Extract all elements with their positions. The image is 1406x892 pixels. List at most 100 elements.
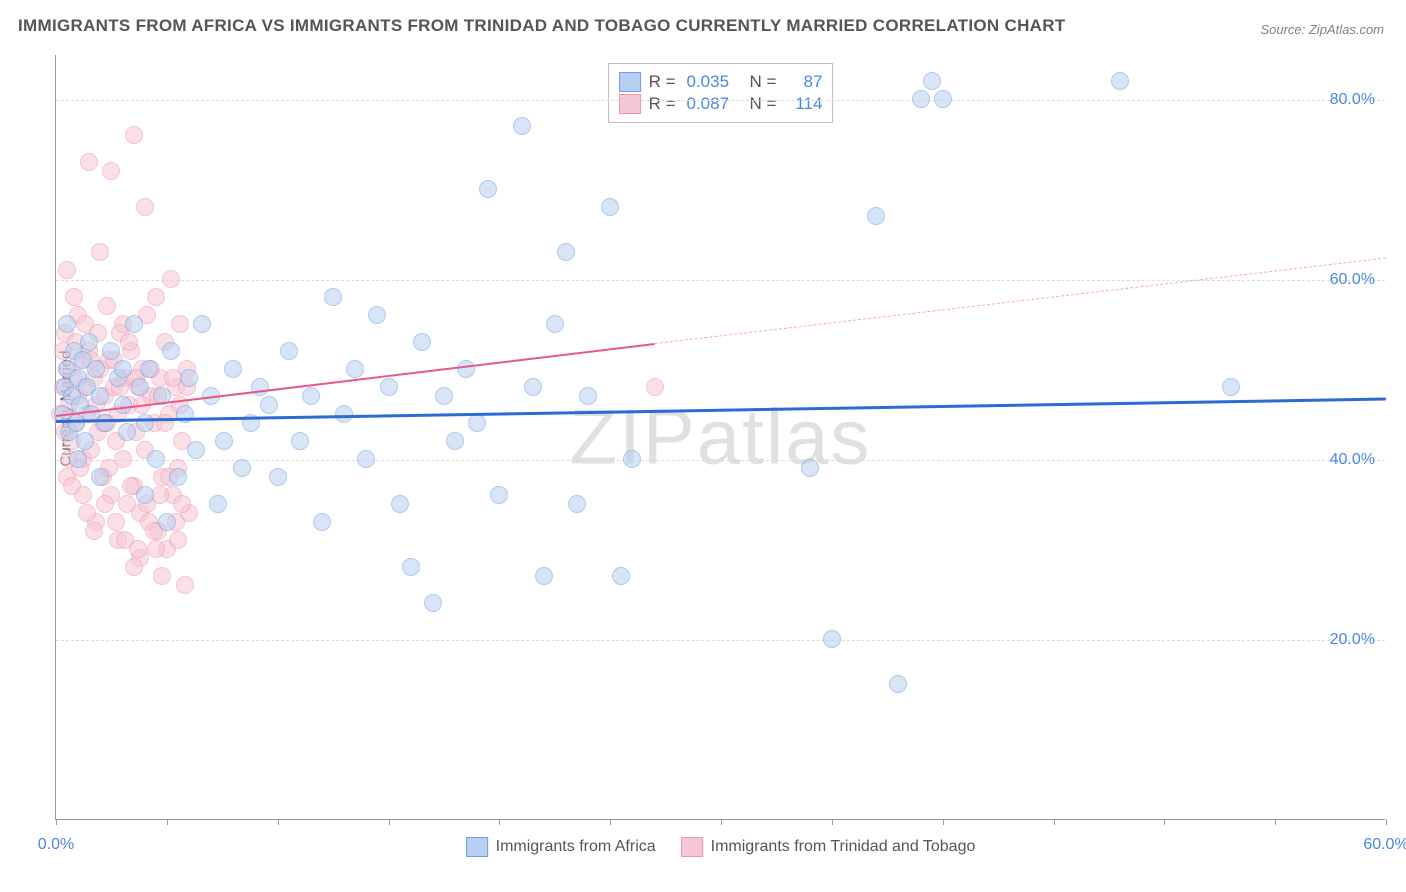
- data-point: [468, 414, 486, 432]
- y-tick-label: 80.0%: [1330, 91, 1375, 109]
- data-point: [147, 540, 165, 558]
- series-name-1: Immigrants from Africa: [496, 838, 656, 856]
- data-point: [357, 450, 375, 468]
- square-icon: [619, 94, 641, 114]
- data-point: [215, 432, 233, 450]
- data-point: [251, 378, 269, 396]
- data-point: [269, 468, 287, 486]
- data-point: [120, 333, 138, 351]
- data-point: [823, 630, 841, 648]
- trend-line: [56, 397, 1386, 422]
- data-point: [136, 486, 154, 504]
- data-point: [479, 180, 497, 198]
- data-point: [147, 288, 165, 306]
- data-point: [162, 342, 180, 360]
- data-point: [80, 333, 98, 351]
- data-point: [934, 90, 952, 108]
- data-point: [260, 396, 278, 414]
- data-point: [612, 567, 630, 585]
- data-point: [801, 459, 819, 477]
- x-tick: [1386, 819, 1387, 825]
- square-icon: [681, 837, 703, 857]
- data-point: [280, 342, 298, 360]
- data-point: [91, 468, 109, 486]
- x-tick: [56, 819, 57, 825]
- r-label: R =: [649, 72, 676, 92]
- data-point: [923, 72, 941, 90]
- data-point: [58, 261, 76, 279]
- scatter-plot: ZIPatlas R = 0.035 N = 87 R = 0.087 N = …: [55, 55, 1385, 820]
- data-point: [302, 387, 320, 405]
- data-point: [457, 360, 475, 378]
- data-point: [524, 378, 542, 396]
- x-tick: [389, 819, 390, 825]
- source-attribution: Source: ZipAtlas.com: [1260, 22, 1384, 37]
- data-point: [169, 531, 187, 549]
- n-value-2: 114: [787, 94, 822, 114]
- data-point: [136, 414, 154, 432]
- data-point: [76, 432, 94, 450]
- data-point: [91, 243, 109, 261]
- data-point: [65, 288, 83, 306]
- x-tick: [832, 819, 833, 825]
- data-point: [58, 315, 76, 333]
- data-point: [346, 360, 364, 378]
- data-point: [85, 522, 103, 540]
- x-tick: [610, 819, 611, 825]
- data-point: [147, 450, 165, 468]
- data-point: [180, 369, 198, 387]
- data-point: [173, 495, 191, 513]
- data-point: [646, 378, 664, 396]
- data-point: [557, 243, 575, 261]
- data-point: [118, 423, 136, 441]
- data-point: [209, 495, 227, 513]
- x-tick: [721, 819, 722, 825]
- data-point: [96, 414, 114, 432]
- data-point: [546, 315, 564, 333]
- n-value-1: 87: [787, 72, 822, 92]
- legend-row-series2: R = 0.087 N = 114: [619, 94, 823, 114]
- data-point: [169, 468, 187, 486]
- data-point: [125, 126, 143, 144]
- gridline: [56, 460, 1385, 461]
- data-point: [413, 333, 431, 351]
- data-point: [129, 540, 147, 558]
- x-tick: [1164, 819, 1165, 825]
- data-point: [335, 405, 353, 423]
- legend-row-series1: R = 0.035 N = 87: [619, 72, 823, 92]
- n-label: N =: [750, 72, 777, 92]
- y-tick-label: 20.0%: [1330, 631, 1375, 649]
- x-tick: [167, 819, 168, 825]
- x-tick: [1054, 819, 1055, 825]
- x-tick-label: 60.0%: [1363, 836, 1406, 854]
- data-point: [176, 576, 194, 594]
- data-point: [513, 117, 531, 135]
- data-point: [140, 360, 158, 378]
- data-point: [151, 486, 169, 504]
- x-tick: [943, 819, 944, 825]
- trend-line: [654, 258, 1386, 344]
- data-point: [87, 360, 105, 378]
- data-point: [125, 315, 143, 333]
- legend-item-1: Immigrants from Africa: [466, 837, 656, 857]
- data-point: [601, 198, 619, 216]
- data-point: [1222, 378, 1240, 396]
- x-tick: [1275, 819, 1276, 825]
- data-point: [224, 360, 242, 378]
- data-point: [98, 297, 116, 315]
- data-point: [233, 459, 251, 477]
- chart-title: IMMIGRANTS FROM AFRICA VS IMMIGRANTS FRO…: [18, 16, 1066, 36]
- data-point: [435, 387, 453, 405]
- data-point: [78, 504, 96, 522]
- data-point: [193, 315, 211, 333]
- data-point: [80, 153, 98, 171]
- y-tick-label: 40.0%: [1330, 451, 1375, 469]
- data-point: [162, 270, 180, 288]
- gridline: [56, 640, 1385, 641]
- correlation-legend: R = 0.035 N = 87 R = 0.087 N = 114: [608, 63, 834, 123]
- gridline: [56, 100, 1385, 101]
- watermark: ZIPatlas: [569, 392, 871, 483]
- data-point: [623, 450, 641, 468]
- x-tick: [499, 819, 500, 825]
- data-point: [171, 315, 189, 333]
